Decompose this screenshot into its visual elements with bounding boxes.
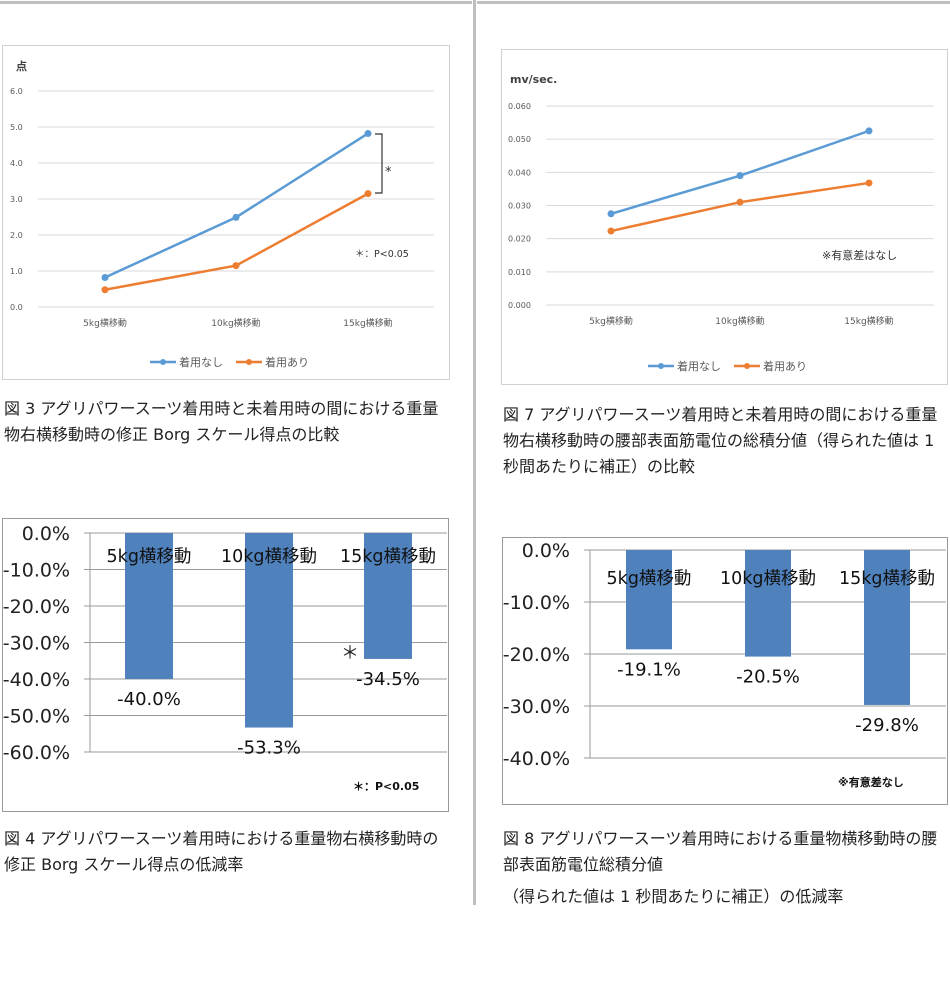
series-line	[104, 132, 369, 279]
y-tick-label: -50.0%	[3, 706, 70, 728]
y-tick-label: 0.000	[508, 301, 531, 310]
y-tick-label: 0.040	[508, 168, 531, 177]
y-tick-label: 0.050	[508, 135, 531, 144]
y-tick-label: 6.0	[10, 87, 23, 96]
y-axis-label: mv/sec.	[510, 73, 557, 86]
top-rule-left	[0, 1, 472, 4]
significance-mark: ＊	[341, 643, 359, 664]
bar	[245, 533, 293, 728]
column-divider	[473, 0, 476, 905]
legend-label: 着用なし	[677, 359, 721, 373]
x-tick-label: 10kg横移動	[211, 317, 260, 329]
y-tick-label: 0.060	[508, 102, 531, 111]
y-tick-label: 0.030	[508, 202, 531, 211]
y-tick-label: 5.0	[10, 123, 23, 132]
caption-fig8-line2: （得られた値は 1 秒間あたりに補正）の低減率	[503, 887, 844, 906]
x-tick-label: 15kg横移動	[343, 317, 392, 329]
x-tick-label: 5kg横移動	[83, 317, 127, 329]
legend-marker	[246, 359, 252, 365]
data-label: -29.8%	[855, 715, 919, 736]
x-tick-label: 5kg横移動	[107, 547, 192, 567]
data-point	[101, 273, 109, 281]
caption-fig3: 図 3 アグリパワースーツ着用時と未着用時の間における重量物右横移動時の修正 B…	[4, 399, 439, 444]
y-tick-label: -30.0%	[503, 696, 570, 718]
legend-marker	[658, 363, 664, 369]
data-label: -53.3%	[237, 738, 301, 759]
y-tick-label: 0.0	[10, 303, 23, 312]
data-label: -19.1%	[617, 659, 681, 680]
y-tick-label: 0.020	[508, 235, 531, 244]
data-point	[232, 213, 240, 221]
data-point	[232, 262, 240, 270]
data-label: -20.5%	[736, 667, 800, 688]
y-tick-label: -10.0%	[503, 592, 570, 614]
series-line	[104, 192, 369, 291]
y-tick-label: -40.0%	[503, 748, 570, 770]
y-axis-label: 点	[16, 59, 27, 73]
significance-note: ※有意差はなし	[822, 248, 897, 262]
bar	[364, 533, 412, 659]
y-tick-label: 1.0	[10, 267, 23, 276]
data-point	[364, 190, 372, 198]
y-tick-label: -10.0%	[3, 560, 70, 582]
y-tick-label: 2.0	[10, 231, 23, 240]
data-point	[736, 198, 744, 206]
y-tick-label: -60.0%	[3, 742, 70, 764]
y-tick-label: -20.0%	[3, 596, 70, 618]
y-tick-label: -20.0%	[503, 644, 570, 666]
x-tick-label: 5kg横移動	[607, 569, 692, 589]
chart-frame-fig7	[501, 49, 948, 385]
significance-note: ※有意差なし	[838, 775, 904, 789]
data-point	[607, 210, 615, 218]
data-point	[607, 227, 615, 235]
x-tick-label: 15kg横移動	[844, 315, 893, 327]
caption-fig8: 図 8 アグリパワースーツ着用時における重量物横移動時の腰部表面筋電位総積分値	[503, 829, 938, 874]
x-tick-label: 5kg横移動	[589, 315, 633, 327]
data-label: -40.0%	[117, 689, 181, 710]
significance-mark: *	[385, 165, 392, 180]
x-tick-label: 15kg横移動	[839, 569, 935, 589]
data-point	[364, 129, 372, 137]
data-label: -34.5%	[356, 669, 420, 690]
significance-bracket	[375, 133, 383, 194]
chart-frame-fig3	[2, 45, 450, 380]
data-point	[865, 179, 873, 187]
x-tick-label: 10kg横移動	[720, 569, 816, 589]
significance-note: ＊：P<0.05	[355, 249, 409, 260]
caption-fig4: 図 4 アグリパワースーツ着用時における重量物右横移動時の修正 Borg スケー…	[4, 829, 439, 874]
y-tick-label: 3.0	[10, 195, 23, 204]
x-tick-label: 15kg横移動	[340, 547, 436, 567]
data-point	[736, 172, 744, 180]
legend-marker	[160, 359, 166, 365]
bar	[125, 533, 173, 679]
y-tick-label: -30.0%	[3, 633, 70, 655]
legend-label: 着用あり	[763, 359, 807, 373]
y-tick-label: -40.0%	[3, 669, 70, 691]
top-rule-right	[477, 1, 950, 4]
legend-label: 着用なし	[179, 355, 223, 369]
legend-label: 着用あり	[265, 355, 309, 369]
bar	[864, 550, 910, 705]
data-point	[865, 127, 873, 135]
x-tick-label: 10kg横移動	[221, 547, 317, 567]
series-line	[610, 181, 870, 233]
caption-fig7: 図 7 アグリパワースーツ着用時と未着用時の間における重量物右横移動時の腰部表面…	[503, 405, 938, 476]
significance-note: ＊：P<0.05	[353, 780, 419, 793]
y-tick-label: 0.0%	[522, 540, 570, 562]
bar	[745, 550, 791, 657]
y-tick-label: 4.0	[10, 159, 23, 168]
bar	[626, 550, 672, 650]
x-tick-label: 10kg横移動	[715, 315, 764, 327]
y-tick-label: 0.0%	[22, 523, 70, 545]
y-tick-label: 0.010	[508, 268, 531, 277]
data-point	[101, 286, 109, 294]
legend-marker	[744, 363, 750, 369]
